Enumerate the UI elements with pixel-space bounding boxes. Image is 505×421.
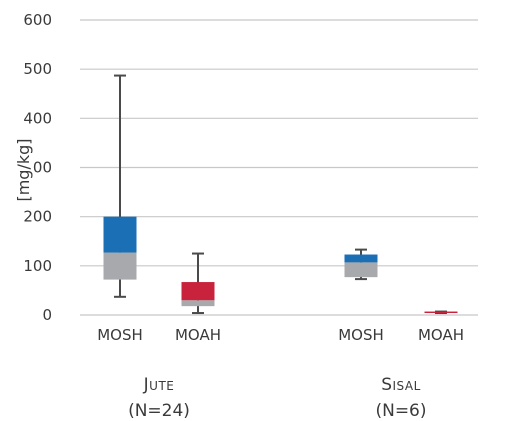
gridlines xyxy=(80,19,478,316)
y-tick-label: 400 xyxy=(23,109,52,127)
y-axis-tick-labels: 0 100 200 00 400 500 600 xyxy=(23,11,52,324)
x-category-label: MOAH xyxy=(418,326,464,344)
box-jute-moah xyxy=(181,252,215,315)
boxes xyxy=(103,74,458,315)
y-tick-label: 200 xyxy=(23,208,52,226)
box-upper xyxy=(344,254,378,263)
group-count: (N=24) xyxy=(128,401,190,421)
x-category-label: MOSH xyxy=(338,326,384,344)
box-sisal-moah xyxy=(424,310,458,315)
box-upper xyxy=(181,282,215,301)
y-tick-label: 00 xyxy=(33,159,52,177)
y-axis-label: [mg/kg] xyxy=(14,138,33,201)
box-lower xyxy=(344,262,378,278)
box-jute-mosh xyxy=(103,74,137,298)
x-axis-category-labels: MOSH MOAH MOSH MOAH xyxy=(97,326,464,344)
box-lower xyxy=(181,300,215,307)
x-category-label: MOSH xyxy=(97,326,143,344)
box-lower xyxy=(103,252,137,280)
group-count: (N=6) xyxy=(375,401,426,421)
x-category-label: MOAH xyxy=(175,326,221,344)
box-upper xyxy=(424,311,458,314)
y-tick-label: 600 xyxy=(23,11,52,29)
y-tick-label: 100 xyxy=(23,257,52,275)
group-name: Jute xyxy=(143,375,175,395)
y-tick-label: 500 xyxy=(23,60,52,78)
box-sisal-mosh xyxy=(344,248,378,281)
group-name: Sisal xyxy=(381,375,421,395)
y-tick-label: 0 xyxy=(42,306,52,324)
box-upper xyxy=(103,216,137,253)
group-labels: Jute (N=24) Sisal (N=6) xyxy=(128,375,426,421)
